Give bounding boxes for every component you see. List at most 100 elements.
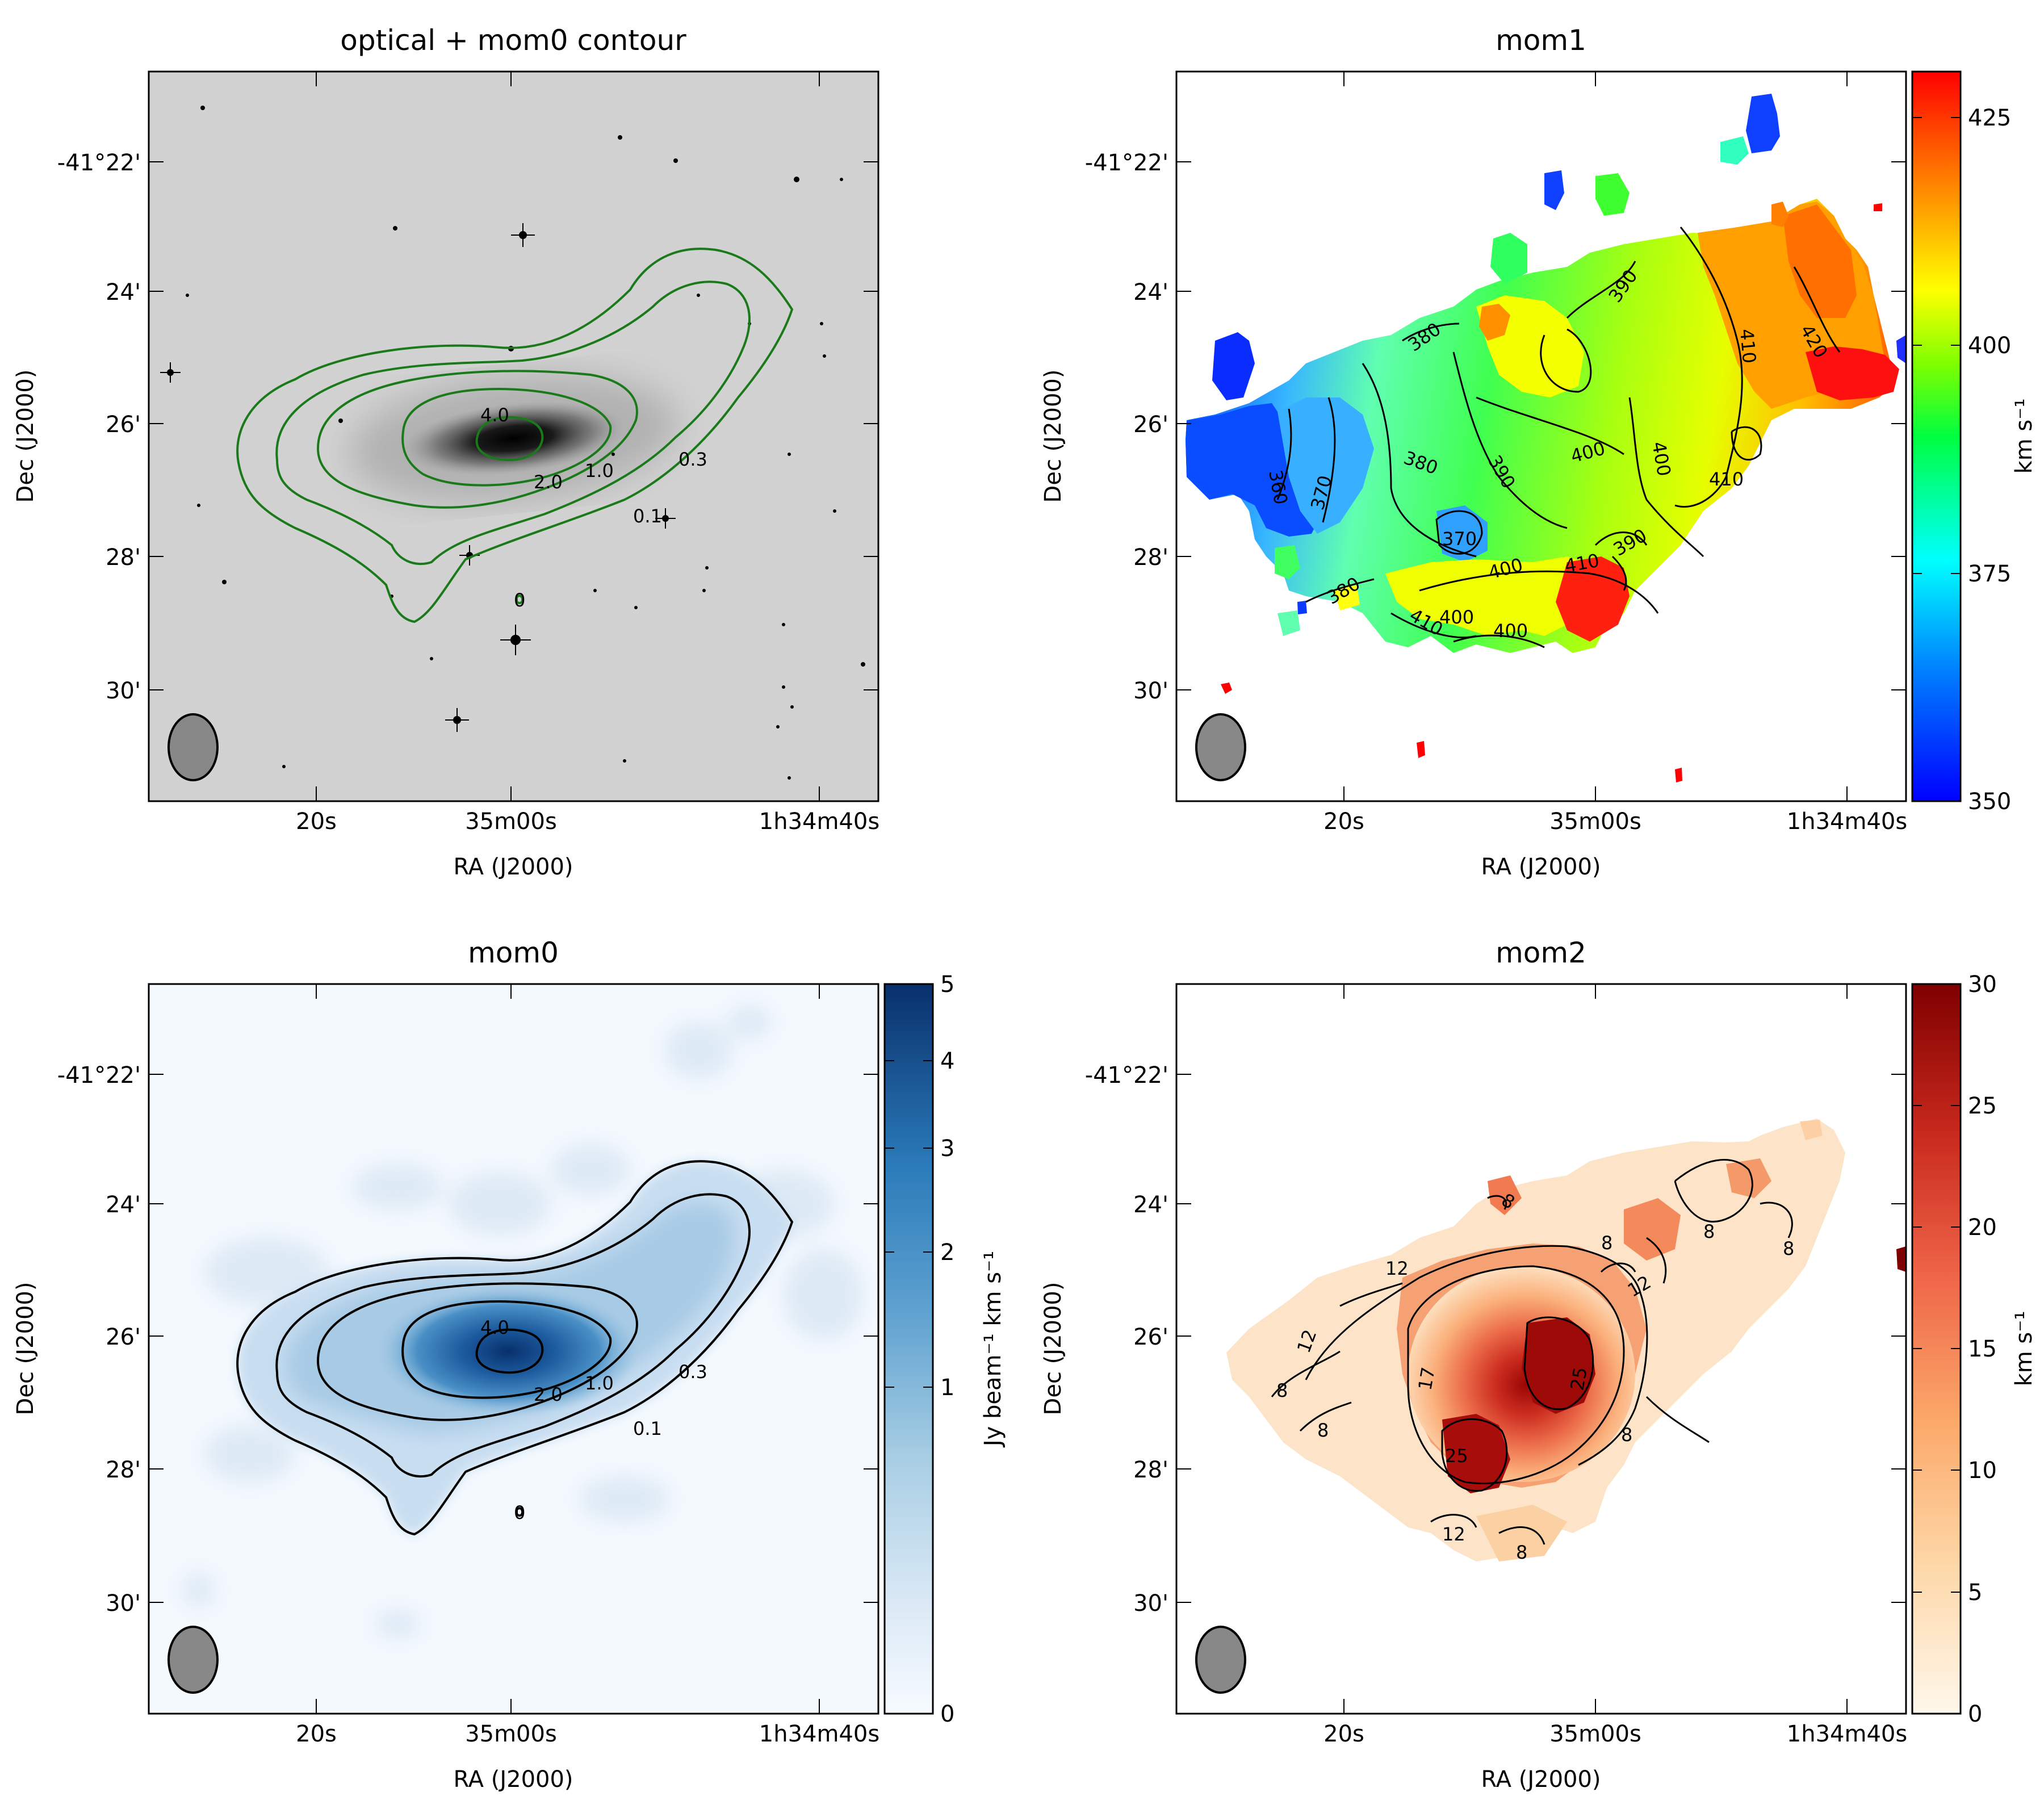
green-region: [1275, 545, 1300, 579]
axes-frame: [1175, 70, 1907, 802]
red-region: [1806, 346, 1899, 400]
colorbar-tick-label: 15: [1968, 1336, 1997, 1362]
contour-label: 8: [1621, 1424, 1632, 1446]
colorbar-tick-label: 5: [940, 972, 954, 998]
contour-390: [1566, 261, 1636, 319]
contour-410: [1611, 555, 1627, 591]
mom0-contours: [236, 1160, 794, 1536]
colorbar-tick-label: 350: [1968, 789, 2011, 815]
colorbar-tick-label: 400: [1968, 333, 2011, 359]
contour-8: [1271, 1350, 1341, 1397]
y-tick-label: 30': [106, 1590, 141, 1617]
field-star: [611, 453, 615, 456]
contour-400: [1419, 570, 1659, 614]
red-region: [1417, 741, 1425, 758]
colorbar-tick-label: 5: [1968, 1580, 1982, 1606]
contour-label: 17: [1414, 1366, 1439, 1392]
axes-frame: [148, 983, 879, 1715]
field-star: [338, 418, 343, 423]
colorbar-tick-label: 375: [1968, 561, 2011, 587]
galaxy-disk: [403, 401, 625, 475]
field-star: [634, 606, 638, 609]
contour-label: 400: [1493, 620, 1528, 642]
contour-380: [1362, 363, 1477, 558]
y-tick-label: 24': [106, 1192, 141, 1218]
contour-label: 8: [1317, 1420, 1329, 1441]
contour-4.0: [475, 1328, 544, 1374]
colorbar-tick-label: 30: [1968, 972, 1997, 998]
field-star: [776, 725, 780, 729]
colorbar-ticks: [1912, 117, 1961, 802]
contour-12: [1305, 1245, 1648, 1466]
colorbar-tick-label: 0: [940, 1701, 954, 1727]
beam: [1195, 1626, 1246, 1694]
contour-0: [516, 594, 524, 605]
orange-patch: [1488, 1175, 1522, 1215]
y-tick-label: -41°22': [1085, 1062, 1168, 1088]
contour-label: 0.1: [633, 1418, 662, 1439]
field-star: [788, 776, 791, 780]
blue-region: [1544, 170, 1564, 210]
field-star: [593, 589, 597, 592]
x-axis-label: RA (J2000): [1481, 1766, 1601, 1793]
contour-label: 0.1: [633, 505, 662, 527]
blue-region: [1297, 601, 1307, 614]
field-star: [197, 504, 200, 507]
colorbar: [883, 983, 934, 1715]
colorbar-label: Jy beam⁻¹ km s⁻¹: [980, 1251, 1006, 1448]
yellow-region: [1385, 556, 1612, 636]
panel-title: mom1: [1496, 24, 1586, 57]
beam: [167, 713, 219, 781]
panel-title: optical + mom0 contour: [340, 24, 686, 57]
contour-2.0: [401, 387, 612, 487]
contour-420: [1793, 266, 1841, 353]
y-tick-label: 26': [106, 1324, 141, 1350]
contour-label: 8: [1601, 1232, 1612, 1254]
colorbar-tick-label: 3: [940, 1136, 954, 1162]
contour-label: 0.3: [678, 1361, 707, 1383]
contour-410: [1674, 227, 1743, 508]
x-tick-label: 35m00s: [465, 1721, 557, 1747]
field-star: [794, 177, 799, 182]
field-star: [222, 580, 227, 584]
y-tick-label: -41°22': [57, 150, 141, 176]
y-tick-label: 28': [1133, 1457, 1168, 1483]
field-star: [618, 135, 622, 140]
blue-region: [1896, 335, 1906, 363]
axis-ticks: [1176, 984, 1906, 1714]
contour-label: 8: [1703, 1221, 1715, 1242]
x-tick-label: 35m00s: [1549, 1721, 1641, 1747]
contour-labels: 4.0 2.0 1.0 0.3 0.1 0: [480, 404, 707, 611]
field-star: [840, 178, 843, 181]
contour-label: 0: [514, 1502, 525, 1523]
green-region: [1595, 173, 1630, 216]
x-tick-label: 35m00s: [465, 809, 557, 835]
contour-390: [1452, 351, 1568, 529]
colorbar-label: km s⁻¹: [2011, 1311, 2037, 1387]
red-region: [1556, 556, 1630, 642]
contour-label: 400: [1439, 606, 1474, 628]
field-star: [186, 294, 189, 297]
y-tick-label: 24': [106, 279, 141, 305]
contour-label: 4.0: [480, 404, 509, 426]
contour-2.0: [401, 1300, 612, 1399]
field-star: [782, 685, 785, 689]
contour-0.1: [236, 248, 794, 623]
colorbar-tick-label: 25: [1968, 1093, 1997, 1119]
contour-label: 25: [1445, 1445, 1468, 1467]
contour-25: [1441, 1418, 1508, 1492]
mom0-contours: [236, 248, 794, 623]
beam: [1195, 713, 1246, 781]
contour-370: [1322, 397, 1336, 523]
contour-0: [516, 1507, 524, 1517]
contour-390: [1594, 531, 1648, 546]
orange-patch: [1624, 1198, 1681, 1261]
field-star: [200, 106, 205, 110]
y-tick-label: 24': [1133, 279, 1168, 305]
y-tick-label: 30': [106, 678, 141, 704]
panel-title: mom2: [1496, 936, 1586, 969]
panel-mom1: mom1: [1040, 24, 2037, 880]
contour-12: [1430, 1514, 1477, 1528]
contour-0.3: [275, 1193, 751, 1478]
colorbar-tick-label: 0: [1968, 1701, 1982, 1727]
